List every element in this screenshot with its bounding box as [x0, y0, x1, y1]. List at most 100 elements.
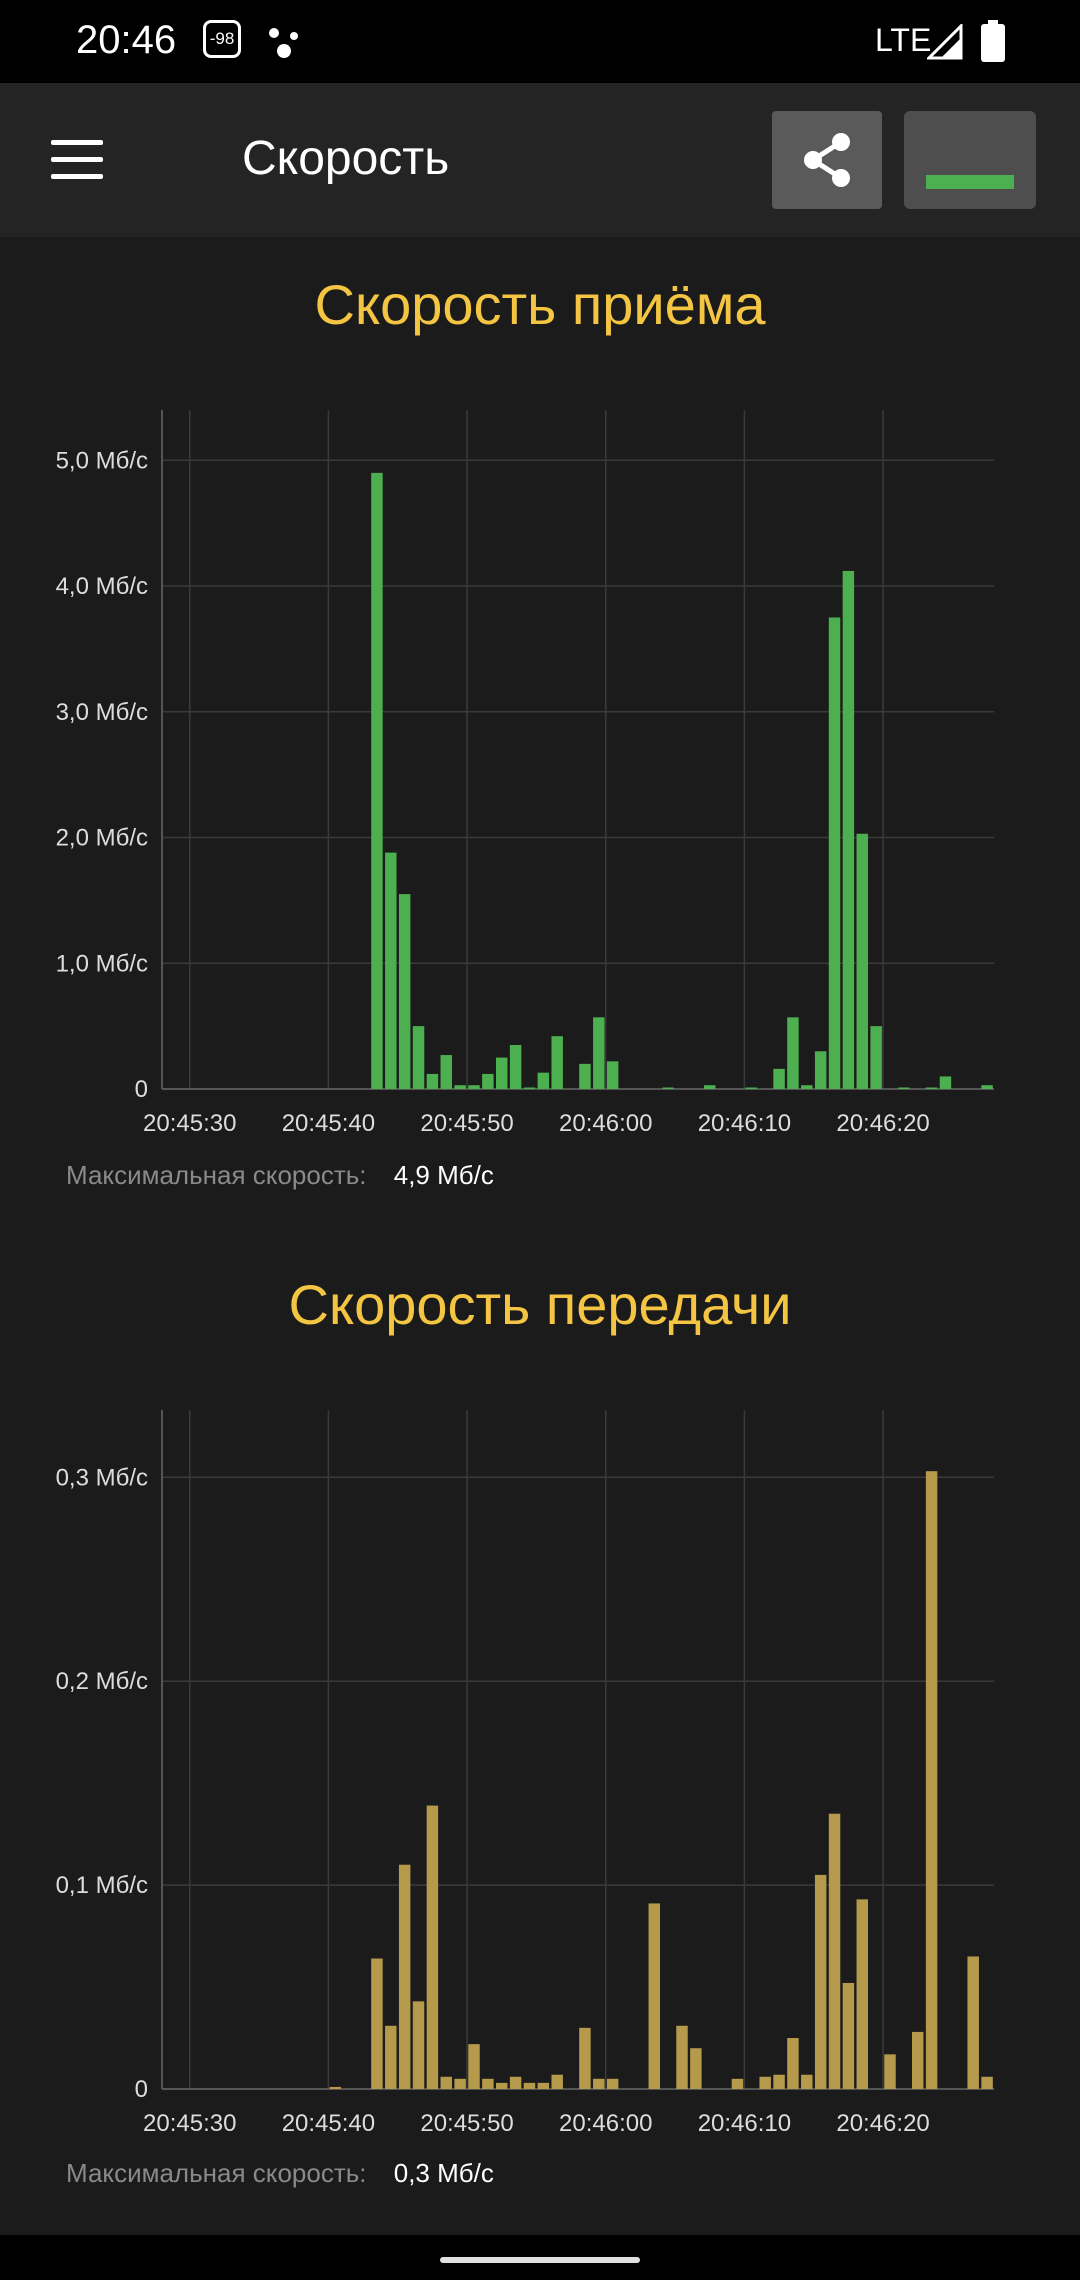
bar-download-51	[870, 1026, 882, 1089]
bar-download-17	[398, 894, 411, 1089]
y-tick-label: 2,0 Мб/с	[56, 825, 148, 852]
bar-upload-26	[523, 2082, 536, 2089]
bar-download-28	[551, 1036, 563, 1089]
bar-upload-47	[814, 1874, 827, 2089]
notification-badge: -98	[203, 20, 241, 58]
bar-download-32	[606, 1061, 619, 1089]
bar-download-50	[856, 833, 868, 1089]
x-tick-label: 20:46:00	[559, 1110, 652, 1137]
bar-download-24	[496, 1057, 508, 1089]
bar-upload-23	[482, 2078, 494, 2089]
bar-download-27	[537, 1072, 550, 1089]
bar-upload-17	[398, 1864, 411, 2089]
bar-upload-25	[509, 2076, 522, 2089]
x-tick-label: 20:45:50	[420, 1110, 513, 1137]
bar-upload-48	[828, 1813, 841, 2089]
bar-download-45	[787, 1017, 799, 1089]
bar-upload-30	[579, 2027, 591, 2089]
bar-upload-52	[884, 2054, 896, 2089]
y-tick-label: 0,1 Мб/с	[56, 1872, 148, 1899]
bar-download-21	[454, 1085, 466, 1089]
bar-download-46	[801, 1085, 813, 1089]
x-tick-label: 20:45:50	[420, 2110, 513, 2137]
share-icon	[804, 133, 850, 187]
x-tick-label: 20:46:10	[698, 2110, 791, 2137]
bar-download-19	[426, 1073, 439, 1089]
y-tick-label: 3,0 Мб/с	[56, 699, 148, 726]
assistant-dots-icon	[269, 28, 298, 58]
upload-title: Скорость передачи	[288, 1273, 792, 1336]
bar-download-39	[704, 1085, 716, 1089]
bar-download-23	[482, 1073, 494, 1089]
bar-download-59	[981, 1085, 993, 1089]
bar-upload-54	[912, 2031, 924, 2089]
x-tick-label: 20:46:00	[559, 2110, 652, 2137]
share-button[interactable]	[772, 111, 882, 209]
upload-max-label: Максимальная скорость:	[66, 2158, 367, 2188]
bar-upload-37	[676, 2025, 688, 2089]
bar-download-49	[842, 570, 855, 1089]
x-tick-label: 20:45:40	[282, 1110, 375, 1137]
download-title: Скорость приёма	[314, 273, 766, 336]
bar-download-53	[898, 1087, 910, 1089]
bar-download-22	[468, 1085, 480, 1089]
y-tick-label: 0,3 Мб/с	[56, 1464, 148, 1491]
x-tick-label: 20:45:30	[143, 2110, 236, 2137]
bar-upload-12	[329, 2086, 342, 2089]
y-tick-label: 1,0 Мб/с	[56, 950, 148, 977]
y-tick-label: 5,0 Мб/с	[56, 447, 148, 474]
bar-download-16	[385, 852, 397, 1089]
bar-upload-19	[426, 1805, 439, 2089]
bar-download-55	[925, 1087, 938, 1089]
x-tick-label: 20:45:40	[282, 2110, 375, 2137]
bar-upload-44	[773, 2074, 785, 2089]
page-title: Скорость	[242, 132, 450, 185]
navigation-bar	[0, 2235, 1080, 2280]
bar-download-44	[773, 1068, 785, 1089]
home-indicator[interactable]	[440, 2257, 640, 2263]
download-max-label: Максимальная скорость:	[66, 1160, 367, 1190]
bar-download-42	[745, 1087, 758, 1089]
y-tick-label: 0	[135, 1076, 148, 1103]
bar-upload-22	[468, 2044, 480, 2089]
status-time: 20:46	[76, 18, 177, 62]
bar-download-25	[509, 1044, 522, 1089]
upload-max-value: 0,3 Мб/с	[393, 2158, 494, 2188]
bar-upload-16	[385, 2025, 397, 2089]
bar-download-47	[814, 1051, 827, 1089]
download-chart: 0 1,0 Мб/с 2,0 Мб/с 3,0 Мб/с 4,0 Мб/с 5,0 Мб/…	[56, 410, 994, 1137]
menu-icon[interactable]	[40, 123, 114, 197]
bar-upload-18	[412, 2001, 425, 2089]
bar-upload-59	[981, 2076, 993, 2089]
x-tick-label: 20:46:20	[836, 2110, 929, 2137]
bar-download-26	[523, 1087, 536, 1089]
graph-mode-icon	[926, 175, 1014, 189]
graph-mode-button[interactable]	[904, 111, 1036, 209]
bar-upload-55	[925, 1471, 938, 2089]
bar-upload-21	[454, 2078, 466, 2089]
x-tick-label: 20:46:10	[698, 1110, 791, 1137]
bar-download-15	[371, 472, 383, 1089]
upload-max-row: Максимальная скорость: 0,3 Мб/с	[66, 2158, 494, 2189]
bar-upload-50	[856, 1899, 868, 2089]
bar-upload-49	[842, 1982, 855, 2089]
network-type: LTE	[875, 22, 932, 58]
upload-chart: 0 0,1 Мб/с 0,2 Мб/с 0,3 Мб/с 20:45:30 20:45:4…	[56, 1410, 994, 2137]
bar-upload-38	[690, 2048, 702, 2089]
bar-upload-46	[801, 2074, 813, 2089]
y-tick-label: 0,2 Мб/с	[56, 1668, 148, 1695]
bar-download-18	[412, 1026, 425, 1089]
app-bar: Скорость	[0, 83, 1080, 237]
download-max-row: Максимальная скорость: 4,9 Мб/с	[66, 1160, 494, 1191]
bar-upload-24	[496, 2082, 508, 2089]
download-max-value: 4,9 Мб/с	[393, 1160, 494, 1190]
bar-upload-35	[648, 1903, 660, 2089]
bar-upload-58	[967, 1956, 979, 2089]
bar-upload-45	[787, 2038, 799, 2089]
signal-icon	[927, 24, 963, 60]
bar-upload-28	[551, 2074, 563, 2089]
x-tick-label: 20:46:20	[836, 1110, 929, 1137]
bar-download-48	[828, 617, 841, 1089]
bar-download-20	[440, 1055, 452, 1089]
y-tick-label: 0	[135, 2076, 148, 2103]
